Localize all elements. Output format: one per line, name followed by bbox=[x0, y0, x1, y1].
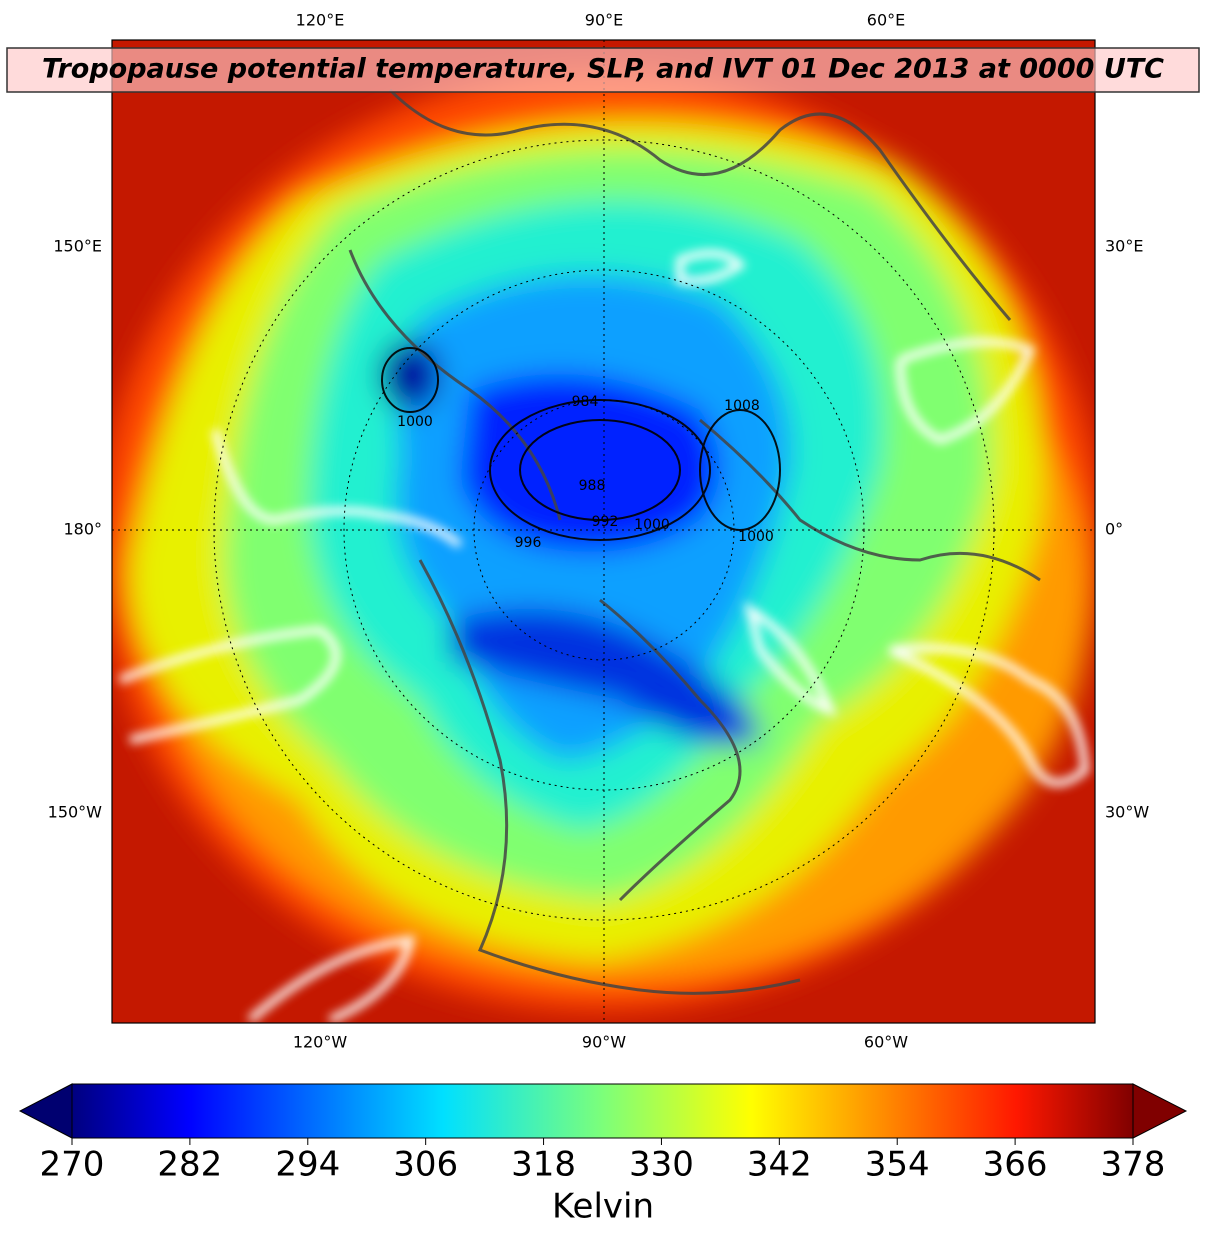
isobar-label: 1000 bbox=[634, 517, 670, 533]
title-box bbox=[6, 47, 1200, 93]
colorbar-tick-label: 366 bbox=[983, 1145, 1048, 1185]
colorbar-extend-high bbox=[1132, 1083, 1188, 1139]
lon-label: 30°W bbox=[1105, 803, 1149, 822]
lon-label: 180° bbox=[63, 520, 102, 539]
lon-label: 0° bbox=[1105, 520, 1123, 539]
colorbar-label: Kelvin bbox=[552, 1187, 654, 1227]
isobar-label: 988 bbox=[579, 478, 606, 494]
isobar-label: 984 bbox=[572, 394, 599, 410]
isobar-label: 1000 bbox=[738, 529, 774, 545]
lon-label: 90°E bbox=[585, 11, 623, 30]
colorbar-tick-label: 378 bbox=[1101, 1145, 1166, 1185]
isobar-label: 1000 bbox=[397, 414, 433, 430]
colorbar: Kelvin bbox=[18, 1083, 1188, 1227]
colorbar-extend-low bbox=[18, 1083, 73, 1139]
lon-label: 120°W bbox=[293, 1033, 348, 1052]
colorbar-tick-label: 342 bbox=[747, 1145, 812, 1185]
title: Tropopause potential temperature, SLP, a… bbox=[42, 54, 1164, 85]
lon-label: 60°W bbox=[864, 1033, 908, 1052]
isobar-label: 992 bbox=[592, 514, 619, 530]
colorbar-tick-label: 306 bbox=[393, 1145, 458, 1185]
map-frame bbox=[111, 39, 1096, 1024]
colorbar-tick-label: 354 bbox=[865, 1145, 930, 1185]
colorbar-ramp bbox=[72, 1084, 1133, 1138]
colorbar-frame bbox=[71, 1083, 1134, 1139]
lon-label: 90°W bbox=[582, 1033, 626, 1052]
lon-label: 120°E bbox=[296, 11, 345, 30]
lon-label: 150°E bbox=[53, 237, 102, 256]
isobar-label: 1008 bbox=[724, 398, 760, 414]
colorbar-tick-label: 318 bbox=[511, 1145, 576, 1185]
lon-label: 30°E bbox=[1105, 237, 1143, 256]
colorbar-tick-label: 282 bbox=[157, 1145, 222, 1185]
lon-label: 150°W bbox=[48, 803, 103, 822]
map: 1000 984 1008 988 992 996 1000 1000 bbox=[112, 40, 1095, 1023]
colorbar-tick-label: 270 bbox=[40, 1145, 105, 1185]
isobar-label: 996 bbox=[515, 535, 542, 551]
colorbar-tick-label: 330 bbox=[629, 1145, 694, 1185]
lon-label: 60°E bbox=[867, 11, 905, 30]
colorbar-tick-label: 294 bbox=[275, 1145, 340, 1185]
